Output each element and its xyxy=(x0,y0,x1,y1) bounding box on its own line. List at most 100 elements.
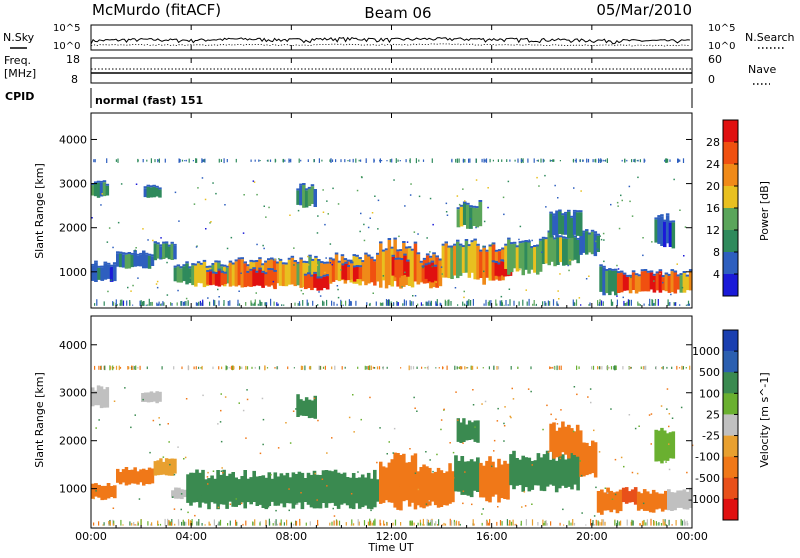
colorbar-segment xyxy=(723,351,738,373)
y-tick-label: 1000 xyxy=(59,266,87,279)
heat-cell xyxy=(391,253,410,278)
heat-cell xyxy=(621,487,638,505)
power-y-ticks: 4000 3000 2000 1000 xyxy=(59,133,692,279)
heat-cell xyxy=(599,264,618,296)
x-axis-label: Time UT xyxy=(367,541,413,554)
colorbar-segment xyxy=(723,120,738,143)
heat-cell xyxy=(416,463,455,509)
beam-title: Beam 06 xyxy=(364,4,431,22)
n-search-label: N.Search xyxy=(745,31,795,44)
colorbar-segment xyxy=(723,274,738,297)
heat-cell xyxy=(296,183,317,208)
heat-cell xyxy=(341,261,363,282)
freq-label-2: [MHz] xyxy=(4,67,36,80)
heat-cell xyxy=(296,394,317,419)
power-speckle xyxy=(91,158,690,306)
cpid-mode: normal (fast) 151 xyxy=(95,94,203,107)
y-tick-label: 3000 xyxy=(59,178,87,191)
heat-cell xyxy=(456,418,480,443)
heat-cell xyxy=(173,261,192,285)
colorbar-tick-label: 4 xyxy=(713,268,720,281)
y-tick-label: 4000 xyxy=(59,133,87,146)
freq-label-1: Freq. xyxy=(4,54,31,67)
x-tick-label: 16:00 xyxy=(476,530,508,543)
heat-cell xyxy=(454,455,480,498)
heat-cell xyxy=(116,467,155,486)
colorbar-segment xyxy=(723,186,738,209)
velocity-colorbar-title: Velocity [m s^-1] xyxy=(758,372,771,467)
heat-cell xyxy=(549,421,583,459)
colorbar-segment xyxy=(723,208,738,231)
colorbar-segment xyxy=(723,230,738,253)
heat-cell xyxy=(441,238,480,280)
cpid-panel: CPID normal (fast) 151 xyxy=(5,88,693,108)
heat-cell xyxy=(579,229,600,257)
freq-tick-high: 18 xyxy=(66,53,80,66)
noise-panel: N.Sky 10^5 10^0 10^5 10^0 N.Search xyxy=(3,23,795,52)
heat-cell xyxy=(679,269,693,293)
colorbar-tick-label: 20 xyxy=(706,180,720,193)
noise-tick-low-left: 10^0 xyxy=(53,41,80,52)
colorbar-tick-label: 12 xyxy=(706,224,720,237)
heat-cell xyxy=(596,487,623,515)
noise-tick-low-right: 10^0 xyxy=(708,41,735,52)
velocity-y-ticks: 4000 3000 2000 1000 xyxy=(59,339,692,496)
heat-cell xyxy=(153,458,177,476)
velocity-colorbar: 1000 500 100 25 -25 -100 -500 -1000 xyxy=(688,329,739,521)
colorbar-segment xyxy=(723,498,738,521)
colorbar-tick-label: 8 xyxy=(713,246,720,259)
colorbar-tick-label: 24 xyxy=(706,158,720,171)
heat-cell xyxy=(91,385,110,409)
noise-tick-high-left: 10^5 xyxy=(53,23,80,34)
heat-cell xyxy=(303,271,330,291)
colorbar-tick-label: 1000 xyxy=(692,345,720,358)
heat-cell xyxy=(541,230,580,267)
heat-cell xyxy=(116,250,155,269)
n-search-line xyxy=(91,43,690,47)
colorbar-segment xyxy=(723,393,738,415)
heat-cell xyxy=(504,237,543,276)
power-colorbar-title: Power [dB] xyxy=(758,181,771,241)
heat-cell xyxy=(654,427,676,464)
y-tick-label: 3000 xyxy=(59,387,87,400)
date-title: 05/Mar/2010 xyxy=(596,1,692,19)
colorbar-tick-label: 25 xyxy=(706,408,720,421)
x-axis: 00:00 04:00 08:00 12:00 16:00 20:00 00:00 xyxy=(75,25,708,543)
heat-cell xyxy=(91,483,117,501)
power-panel: 4000 3000 2000 1000 Slant Range [km] 28 24 20… xyxy=(33,112,771,309)
heat-cell xyxy=(206,268,227,287)
colorbar-tick-label: 500 xyxy=(699,366,720,379)
heat-cell xyxy=(479,456,510,503)
x-tick-label: 00:00 xyxy=(75,530,107,543)
velocity-panel: 4000 3000 2000 1000 Slant Range [km] 1000 50… xyxy=(33,315,771,529)
heat-cell xyxy=(143,184,162,198)
nave-label: Nave xyxy=(748,63,776,76)
colorbar-tick-label: -500 xyxy=(695,472,720,485)
y-tick-label: 2000 xyxy=(59,222,87,235)
heat-cell xyxy=(379,452,418,511)
heat-cell xyxy=(549,209,583,238)
colorbar-segment xyxy=(723,142,738,165)
heat-cell xyxy=(667,487,693,511)
colorbar-tick-label: -100 xyxy=(695,451,720,464)
power-heatmap xyxy=(91,180,693,296)
x-tick-label: 08:00 xyxy=(275,530,307,543)
colorbar-segment xyxy=(723,477,738,500)
colorbar-segment xyxy=(723,164,738,187)
colorbar-segment xyxy=(723,252,738,275)
heat-cell xyxy=(186,469,380,510)
colorbar-segment xyxy=(723,330,738,352)
heat-cell xyxy=(421,260,438,283)
heat-cell xyxy=(654,213,676,249)
heat-cell xyxy=(509,449,580,493)
freq-panel: Freq. [MHz] 18 8 60 0 Nave xyxy=(4,53,776,86)
colorbar-segment xyxy=(723,456,738,479)
x-tick-label: 00:00 xyxy=(676,530,708,543)
heat-cell xyxy=(579,440,598,478)
y-tick-label: 1000 xyxy=(59,483,87,496)
colorbar-segment xyxy=(723,435,738,457)
y-tick-label: 2000 xyxy=(59,435,87,448)
colorbar-tick-label: 16 xyxy=(706,202,720,215)
colorbar-tick-label: 28 xyxy=(706,136,720,149)
